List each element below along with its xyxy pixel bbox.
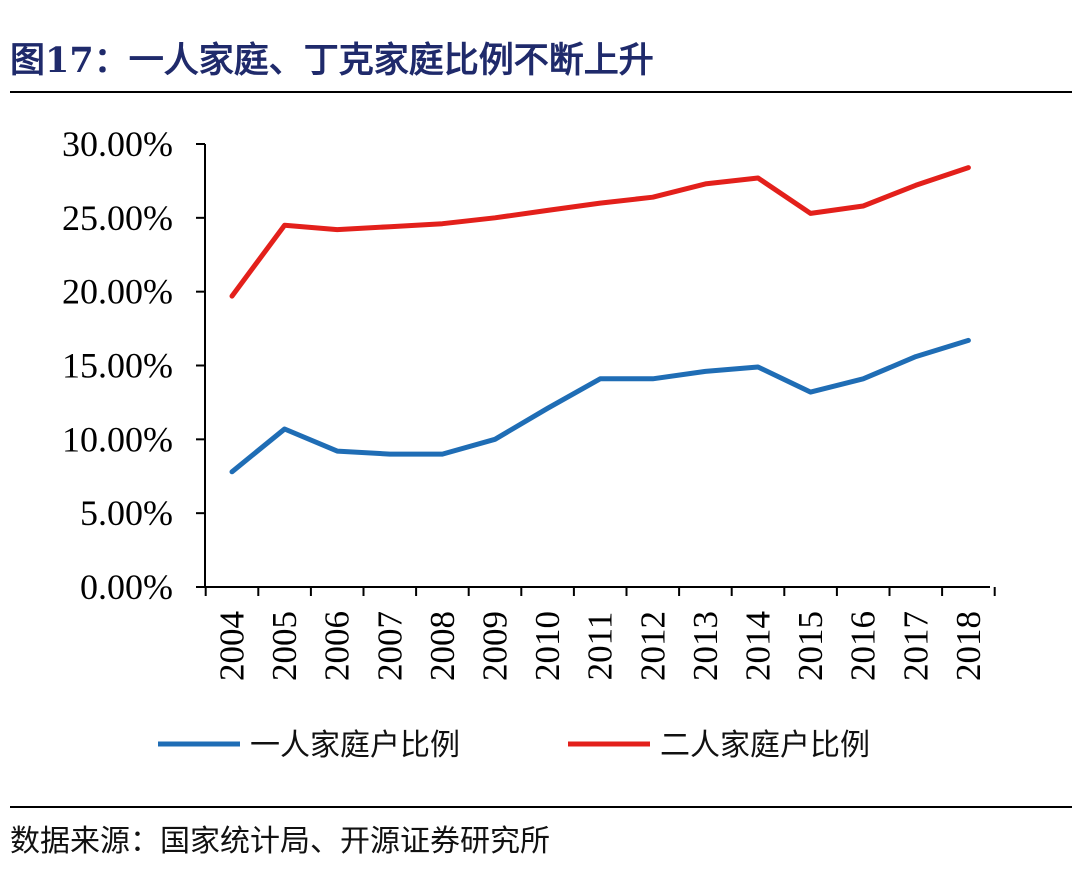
chart-axes bbox=[196, 143, 996, 596]
x-tick-label: 2006 bbox=[318, 611, 357, 681]
y-tick-label: 10.00% bbox=[62, 419, 173, 459]
x-tick-label: 2015 bbox=[791, 611, 830, 681]
title-divider bbox=[10, 91, 1072, 93]
series-lines bbox=[229, 165, 971, 475]
data-source-note: 数据来源：国家统计局、开源证券研究所 bbox=[10, 824, 550, 859]
y-tick-label: 30.00% bbox=[62, 124, 173, 164]
series-line-2 bbox=[229, 165, 971, 299]
x-tick-label: 2018 bbox=[949, 611, 988, 681]
x-tick-label: 2007 bbox=[370, 611, 409, 681]
x-tick-label: 2009 bbox=[476, 611, 515, 681]
figure-title: 图17：一人家庭、丁克家庭比例不断上升 bbox=[10, 40, 654, 81]
series-line-1 bbox=[229, 337, 971, 475]
y-tick-label: 25.00% bbox=[62, 198, 173, 238]
legend-label-1: 一人家庭户比例 bbox=[250, 728, 460, 763]
x-tick-label: 2010 bbox=[528, 611, 567, 681]
legend-label-2: 二人家庭户比例 bbox=[660, 728, 870, 763]
line-chart: 0.00% 5.00% 10.00% 15.00% 20.00% 25.00% 30.00%… bbox=[62, 124, 996, 763]
source-divider bbox=[10, 806, 1072, 808]
x-tick-label: 2011 bbox=[581, 612, 620, 681]
x-tick-label: 2013 bbox=[686, 611, 725, 681]
y-tick-label: 5.00% bbox=[80, 493, 173, 533]
x-tick-label: 2004 bbox=[213, 611, 252, 681]
x-tick-label: 2014 bbox=[739, 611, 778, 681]
y-tick-label: 15.00% bbox=[62, 346, 173, 386]
x-tick-label: 2005 bbox=[265, 611, 304, 681]
y-tick-label: 20.00% bbox=[62, 272, 173, 312]
y-axis-tick-labels: 0.00% 5.00% 10.00% 15.00% 20.00% 25.00% 30.00% bbox=[62, 124, 173, 607]
chart-legend: 一人家庭户比例 二人家庭户比例 bbox=[158, 728, 870, 763]
x-tick-label: 2012 bbox=[633, 611, 672, 681]
x-tick-label: 2017 bbox=[896, 611, 935, 681]
y-tick-label: 0.00% bbox=[80, 567, 173, 607]
x-axis-tick-labels: 2004 2005 2006 2007 2008 2009 2010 2011 2012 2013… bbox=[213, 611, 988, 681]
x-tick-label: 2016 bbox=[844, 611, 883, 681]
x-tick-label: 2008 bbox=[423, 611, 462, 681]
